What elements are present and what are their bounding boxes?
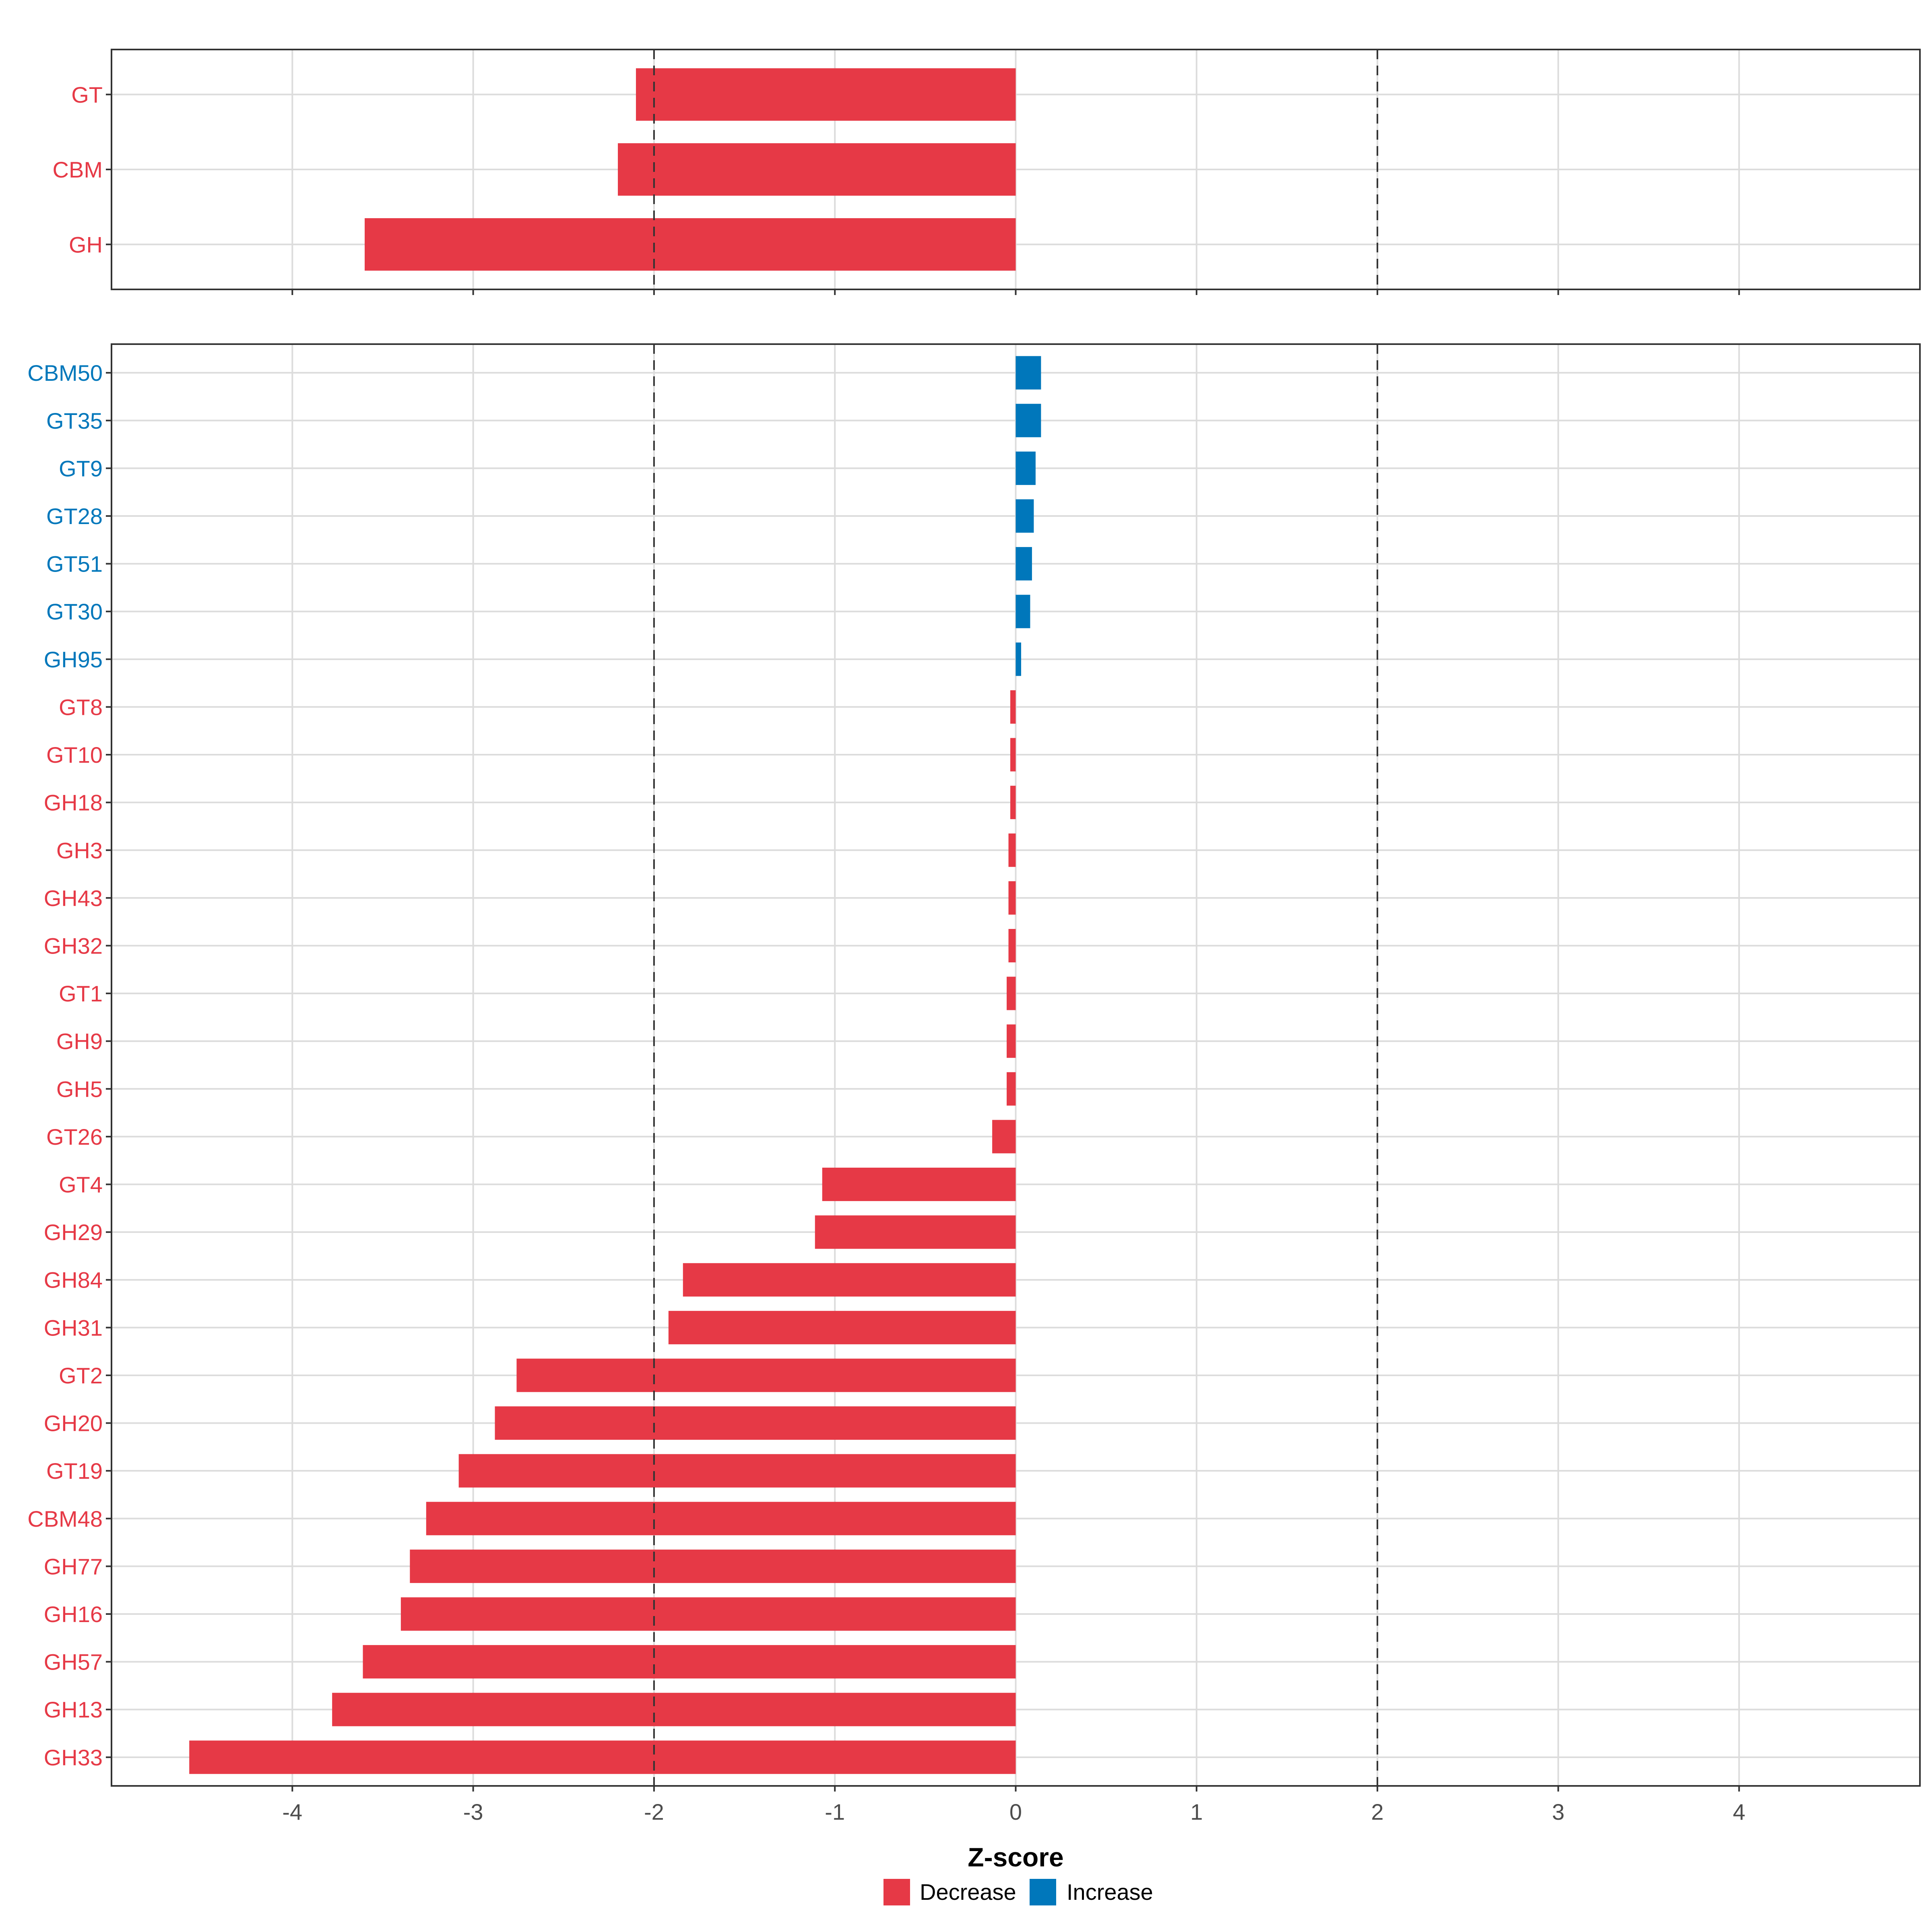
y-tick-label: GT28 bbox=[46, 504, 103, 529]
bar-GH95 bbox=[1016, 642, 1021, 676]
y-tick-label: GH18 bbox=[44, 790, 103, 815]
y-tick-label: GT1 bbox=[59, 981, 103, 1006]
bar-GT10 bbox=[1010, 738, 1016, 772]
bar-GT1 bbox=[1007, 976, 1016, 1010]
bar-GT28 bbox=[1016, 499, 1034, 533]
panel-1: GT CBM GH bbox=[53, 49, 1921, 295]
y-tick-label: GT35 bbox=[46, 408, 103, 433]
legend-label-decrease: Decrease bbox=[920, 1879, 1016, 1905]
bar-GH33 bbox=[189, 1740, 1016, 1774]
bar-GT30 bbox=[1016, 594, 1030, 628]
bar-GH20 bbox=[495, 1406, 1016, 1440]
y-tick-label: GT bbox=[71, 82, 103, 107]
y-tick-label: GH77 bbox=[44, 1554, 103, 1579]
bar-CBM48 bbox=[426, 1502, 1016, 1536]
x-tick-label: 0 bbox=[1009, 1799, 1022, 1825]
bar-GT2 bbox=[516, 1358, 1016, 1392]
bar-GT51 bbox=[1016, 547, 1032, 581]
bar-GH13 bbox=[332, 1693, 1016, 1726]
bar-GH84 bbox=[683, 1263, 1016, 1297]
x-tick-label: -4 bbox=[282, 1799, 302, 1825]
bar-GH3 bbox=[1008, 833, 1016, 867]
y-tick-label: GT4 bbox=[59, 1172, 103, 1197]
y-tick-label: GT8 bbox=[59, 694, 103, 720]
y-tick-label: GH bbox=[69, 232, 103, 257]
y-tick-label: GH20 bbox=[44, 1411, 103, 1436]
legend: Decrease Increase bbox=[883, 1879, 1153, 1905]
y-tick-label: CBM bbox=[53, 157, 103, 182]
bar-GT4 bbox=[822, 1168, 1016, 1201]
x-tick-label: -2 bbox=[644, 1799, 664, 1825]
y-tick-label: GH3 bbox=[56, 838, 103, 863]
y-tick-label: GH43 bbox=[44, 886, 103, 911]
x-tick-label: 4 bbox=[1733, 1799, 1745, 1825]
x-tick-label: -1 bbox=[825, 1799, 845, 1825]
bar-GT19 bbox=[458, 1454, 1016, 1488]
legend-swatch-increase bbox=[1030, 1879, 1056, 1905]
panel-2: CBM50 GT35 GT9 GT28 GT51 GT30 GH95 GT8 GT10 GH18 G… bbox=[27, 343, 1921, 1792]
bar-CBM bbox=[618, 143, 1016, 196]
y-tick-label: GH57 bbox=[44, 1649, 103, 1675]
y-tick-label: GT19 bbox=[46, 1458, 103, 1484]
bar-GT bbox=[636, 68, 1016, 121]
x-tick-label: 2 bbox=[1371, 1799, 1384, 1825]
y-tick-label: CBM50 bbox=[27, 360, 103, 386]
bar-GH31 bbox=[668, 1311, 1016, 1344]
bar-GH9 bbox=[1007, 1024, 1016, 1058]
x-tick-label: 3 bbox=[1552, 1799, 1565, 1825]
y-tick-label: GT10 bbox=[46, 742, 103, 768]
bar-GT35 bbox=[1016, 404, 1041, 438]
y-tick-label: GT2 bbox=[59, 1363, 103, 1388]
y-tick-label: GT9 bbox=[59, 456, 103, 481]
bar-GT26 bbox=[992, 1120, 1016, 1154]
y-tick-label: GT26 bbox=[46, 1124, 103, 1150]
y-tick-label: GH5 bbox=[56, 1076, 103, 1102]
bar-GT9 bbox=[1016, 451, 1036, 485]
bar-CBM50 bbox=[1016, 356, 1041, 390]
bar-GH32 bbox=[1008, 929, 1016, 962]
bar-GT8 bbox=[1010, 690, 1016, 724]
y-tick-label: CBM48 bbox=[27, 1506, 103, 1532]
legend-label-increase: Increase bbox=[1067, 1879, 1153, 1905]
y-tick-label: GH9 bbox=[56, 1029, 103, 1054]
y-tick-label: GH29 bbox=[44, 1220, 103, 1245]
x-tick-label: 1 bbox=[1190, 1799, 1203, 1825]
bar-GH77 bbox=[410, 1549, 1016, 1583]
bar-GH18 bbox=[1010, 786, 1016, 819]
y-tick-label: GH95 bbox=[44, 647, 103, 672]
bar-GH16 bbox=[400, 1597, 1016, 1631]
legend-swatch-decrease bbox=[883, 1879, 910, 1905]
bar-GH57 bbox=[363, 1645, 1016, 1679]
y-tick-label: GH31 bbox=[44, 1315, 103, 1340]
y-tick-label: GT30 bbox=[46, 599, 103, 624]
bar-GH bbox=[365, 218, 1016, 271]
x-axis: -4 -3 -2 -1 0 1 2 3 4 bbox=[282, 1799, 1745, 1825]
x-axis-title: Z-score bbox=[968, 1842, 1063, 1872]
bar-GH5 bbox=[1007, 1072, 1016, 1106]
y-tick-label: GH16 bbox=[44, 1602, 103, 1627]
y-tick-label: GH32 bbox=[44, 933, 103, 958]
y-tick-label: GH84 bbox=[44, 1267, 103, 1293]
chart-panels: GT CBM GH CBM50 GT35 GT9 GT28 GT51 GT30 GH95 GT8 GT… bbox=[27, 49, 1921, 1792]
y-tick-label: GT51 bbox=[46, 551, 103, 577]
bar-GH43 bbox=[1008, 881, 1016, 915]
y-tick-label: GH13 bbox=[44, 1697, 103, 1722]
bar-GH29 bbox=[815, 1215, 1016, 1249]
y-tick-label: GH33 bbox=[44, 1745, 103, 1770]
x-tick-label: -3 bbox=[463, 1799, 483, 1825]
